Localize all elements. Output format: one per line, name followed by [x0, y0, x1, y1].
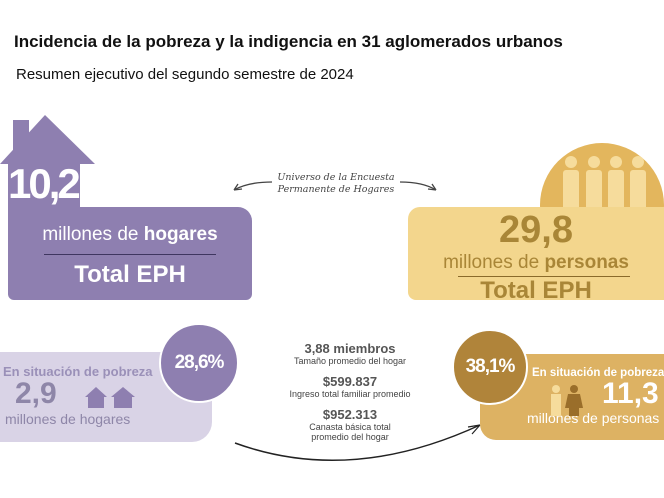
curved-arrow-icon	[234, 424, 481, 462]
page-title: Incidencia de la pobreza y la indigencia…	[14, 32, 563, 51]
stat-value-members: 3,88 miembros	[304, 341, 396, 356]
households-poverty-unit: millones de hogares	[5, 411, 131, 427]
households-unit: millones de	[42, 224, 144, 245]
divider	[44, 254, 216, 255]
stat-value-income: $599.837	[322, 374, 378, 389]
person-icons	[551, 385, 583, 416]
people-icon	[540, 143, 664, 210]
house-icon	[0, 115, 95, 212]
persons-unit-bold: personas	[544, 252, 629, 273]
households-total-card: millones de hogares Total EPH	[8, 207, 252, 300]
houses-icon	[85, 387, 135, 408]
persons-poverty-percent: 38,1%	[465, 356, 516, 377]
persons-total-card: 29,8 millones de personas Total EPH	[408, 207, 664, 304]
persons-poverty-value: 11,3	[602, 377, 659, 410]
households-unit-bold: hogares	[143, 224, 218, 245]
page-subtitle: Resumen ejecutivo del segundo semestre d…	[16, 66, 354, 83]
households-poverty-percent: 28,6%	[174, 352, 225, 373]
persons-poverty-label: En situación de pobreza	[532, 367, 664, 379]
stat-label-basket: Canasta básica total	[309, 422, 391, 432]
stat-label-basket-2: promedio del hogar	[311, 432, 389, 442]
universe-label-line1: Universo de la Encuesta	[277, 172, 395, 183]
households-total-label: Total EPH	[74, 261, 186, 288]
households-poverty-label: En situación de pobreza	[3, 364, 153, 379]
households-total-value: 10,2	[8, 160, 81, 207]
stat-label-income: Ingreso total familiar promedio	[289, 389, 411, 399]
households-poverty-value: 2,9	[15, 377, 57, 410]
persons-unit: millones de	[443, 252, 545, 273]
divider	[458, 276, 630, 277]
arrows-icon	[233, 181, 437, 191]
persons-total-label: Total EPH	[480, 277, 592, 304]
persons-total-value: 29,8	[499, 209, 573, 251]
stat-value-basket: $952.313	[322, 407, 378, 422]
stat-label-members: Tamaño promedio del hogar	[293, 356, 407, 366]
universe-label-line2: Permanente de Hogares	[277, 184, 395, 195]
